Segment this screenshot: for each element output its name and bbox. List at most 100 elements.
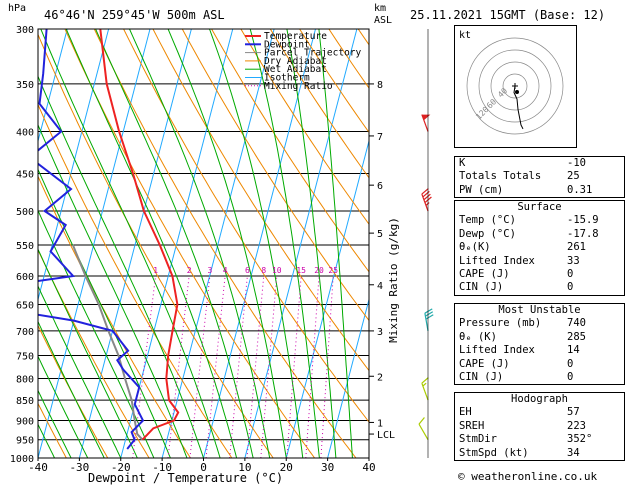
wind-barb-flag bbox=[421, 377, 429, 384]
pressure-tick-label: 1000 bbox=[10, 454, 34, 465]
surface-row-value: 0 bbox=[567, 281, 574, 294]
mixing-ratio-label: 6 bbox=[245, 266, 250, 275]
wind-barb-staff bbox=[421, 193, 429, 212]
pressure-tick-label: 800 bbox=[16, 374, 34, 385]
hodograph-params-box: Hodograph EH 57 SREH 223 StmDir 352° StmSpd (kt… bbox=[454, 392, 625, 462]
indices-row: PW (cm) 0.31 bbox=[455, 184, 624, 197]
hodograph-ring bbox=[502, 73, 528, 99]
surface-row: CIN (J) 0 bbox=[455, 281, 624, 294]
wet-adiabat-line bbox=[38, 389, 72, 458]
legend-label: Parcel Trajectory bbox=[264, 48, 362, 59]
wind-barbs bbox=[418, 29, 434, 458]
mixing-ratio-label: 3 bbox=[207, 266, 212, 275]
copyright: © weatheronline.co.uk bbox=[458, 470, 598, 483]
mixing-ratio-line bbox=[229, 275, 248, 458]
hodograph_params-row: StmSpd (kt) 34 bbox=[455, 447, 624, 460]
dry-adiabat-line bbox=[38, 402, 67, 458]
most_unstable-row-label: CIN (J) bbox=[459, 371, 504, 384]
hodograph_params-row-value: 352° bbox=[567, 433, 593, 446]
mixing-ratio-label: 4 bbox=[223, 266, 228, 275]
wet-adiabat-line bbox=[38, 168, 171, 458]
surface-row: Temp (°C) -15.9 bbox=[455, 214, 624, 227]
surface-row-label: θₑ(K) bbox=[459, 241, 491, 254]
dry-adiabat-line bbox=[93, 29, 357, 458]
mixing-ratio-line bbox=[246, 275, 265, 458]
km-tick-label: LCL bbox=[377, 430, 395, 441]
x-tick-label: 10 bbox=[238, 461, 251, 474]
wind-barb-flag bbox=[424, 308, 433, 314]
hodograph-ring-label: 40 bbox=[496, 86, 509, 99]
hodograph-trace bbox=[513, 85, 524, 130]
dry-adiabat-line bbox=[446, 29, 452, 458]
surface-row-value: -15.9 bbox=[567, 214, 599, 227]
wet-adiabat-line bbox=[167, 29, 287, 458]
hodograph_params-title: Hodograph bbox=[511, 393, 568, 405]
dry-adiabat-line bbox=[38, 324, 109, 458]
indices-row: Totals Totals 25 bbox=[455, 170, 624, 183]
wind-barb bbox=[418, 417, 429, 441]
mixing-ratio-label: 25 bbox=[328, 266, 338, 275]
mixing-ratio-line bbox=[305, 275, 320, 458]
most_unstable-row: CIN (J) 0 bbox=[455, 371, 624, 384]
pressure-tick-label: 850 bbox=[16, 396, 34, 407]
wind-barb-staff bbox=[421, 382, 429, 401]
most_unstable-row-label: θₑ (K) bbox=[459, 330, 497, 343]
wet-adiabat-line bbox=[38, 320, 105, 458]
legend-label: Isotherm bbox=[264, 73, 310, 84]
info-panel: kt 40 60 120 K -10 Totals Totals 25 PW (cm) 0.31… bbox=[453, 0, 629, 486]
dry-adiabat-line bbox=[417, 29, 452, 458]
skewt-chart: 1 2 3 4 6 8 10 15 20 2530035040045050055060065070… bbox=[10, 25, 452, 474]
mixing-ratio-line bbox=[286, 275, 302, 458]
indices-row-label: Totals Totals bbox=[459, 170, 542, 183]
wet-adiabat-line bbox=[38, 123, 188, 458]
legend-label: Wet Adiabat bbox=[264, 64, 327, 75]
pressure-tick-label: 650 bbox=[16, 301, 34, 312]
surface-row: Dewp (°C) -17.8 bbox=[455, 228, 624, 241]
indices-row-label: PW (cm) bbox=[459, 183, 504, 196]
wind-barb bbox=[424, 308, 434, 332]
x-tick-label: 30 bbox=[321, 461, 334, 474]
wet-adiabat-line bbox=[129, 29, 271, 458]
pressure-tick-label: 500 bbox=[16, 207, 34, 218]
hodograph_params-row: StmDir 352° bbox=[455, 433, 624, 446]
surface-box: Surface Temp (°C) -15.9 Dewp (°C) -17.8 θₑ(K)… bbox=[454, 200, 625, 296]
wind-barb-staff bbox=[418, 423, 429, 441]
wind-barb-flag bbox=[423, 193, 431, 201]
mixing-ratio-label: 10 bbox=[272, 266, 282, 275]
x-axis-label: Dewpoint / Temperature (°C) bbox=[88, 471, 284, 485]
wind-barb-flag bbox=[425, 311, 434, 317]
pressure-tick-label: 300 bbox=[16, 25, 34, 36]
temperature-line bbox=[99, 29, 180, 441]
mixing-ratio-line bbox=[260, 275, 278, 458]
most_unstable-row-value: 0 bbox=[567, 371, 574, 384]
wet-adiabat-line bbox=[38, 355, 89, 458]
surface-row-label: Lifted Index bbox=[459, 254, 535, 267]
pressure-unit-label: hPa bbox=[8, 3, 27, 14]
hodograph-ring bbox=[466, 37, 564, 135]
pressure-tick-label: 950 bbox=[16, 436, 34, 447]
most_unstable-row-label: CAPE (J) bbox=[459, 357, 510, 370]
hodograph_params-row-label: SREH bbox=[459, 419, 485, 432]
km-tick-label: 8 bbox=[377, 80, 383, 91]
isotherm-line bbox=[285, 139, 369, 458]
mixing-ratio-label: 20 bbox=[314, 266, 324, 275]
km-tick-label: 1 bbox=[377, 418, 383, 429]
x-tick-label: -10 bbox=[152, 461, 172, 474]
legend-label: Dry Adiabat bbox=[264, 56, 327, 67]
hodograph_params-row-value: 57 bbox=[567, 406, 580, 419]
hodograph-storm-motion bbox=[515, 90, 519, 94]
legend-label: Dewpoint bbox=[264, 39, 310, 50]
wind-barb-staff bbox=[424, 313, 429, 332]
hodograph-ring bbox=[478, 49, 552, 123]
wind-barb bbox=[421, 114, 431, 132]
dry-adiabat-line bbox=[123, 29, 369, 423]
x-tick-label: 20 bbox=[280, 461, 293, 474]
wet-adiabat-line bbox=[40, 29, 221, 458]
surface-row: θₑ(K) 261 bbox=[455, 241, 624, 254]
isotherm-line bbox=[78, 29, 192, 458]
surface-row: Lifted Index 33 bbox=[455, 255, 624, 268]
hodograph_params-row: SREH 223 bbox=[455, 420, 624, 433]
km-tick-label: 2 bbox=[377, 372, 383, 383]
indices-row-value: 0.31 bbox=[567, 183, 593, 196]
